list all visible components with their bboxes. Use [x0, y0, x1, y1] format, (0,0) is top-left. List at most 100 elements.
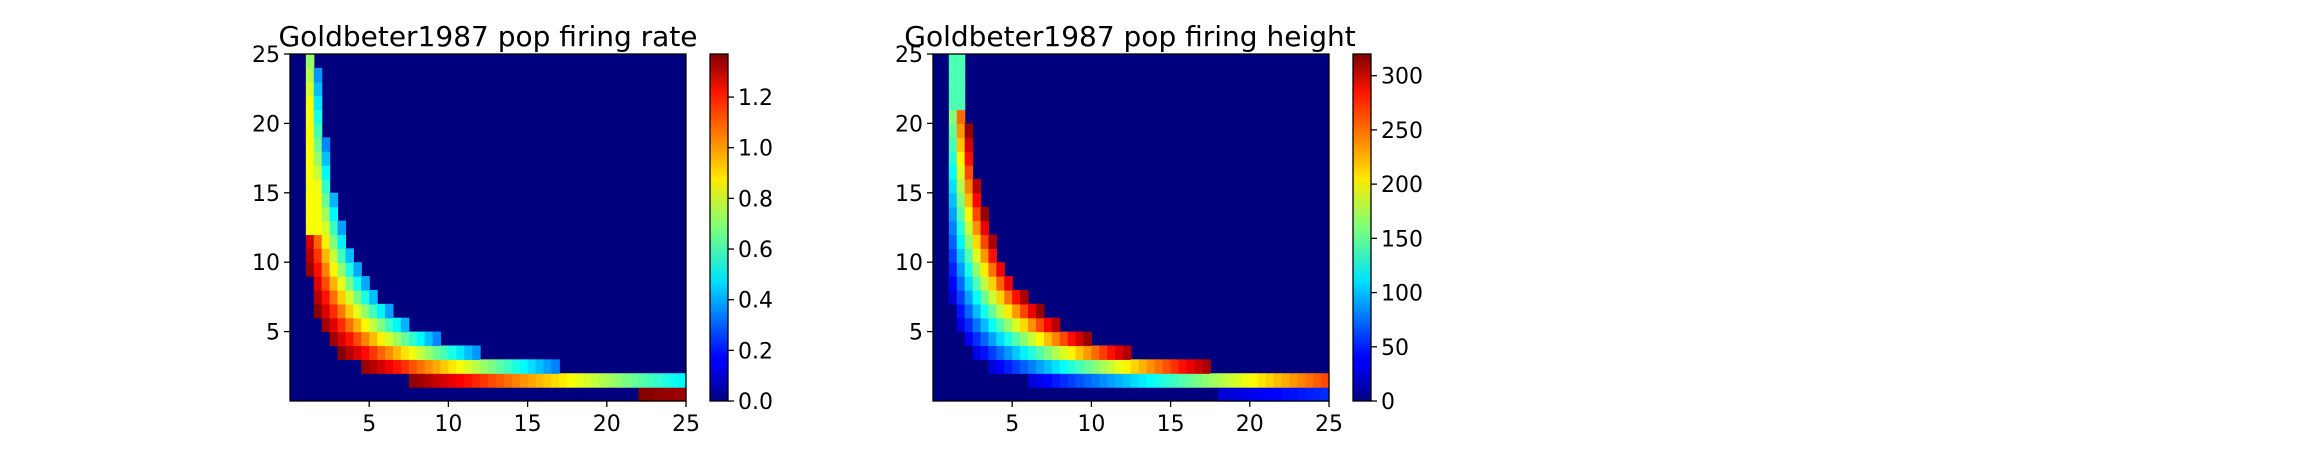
- heatmap-cell: [353, 276, 362, 291]
- heatmap-cell: [1273, 373, 1283, 388]
- heatmap-cell: [369, 303, 378, 319]
- heatmap-cell: [385, 345, 394, 360]
- heatmap-cell: [964, 165, 974, 180]
- heatmap-cell: [948, 276, 958, 291]
- heatmap-cell: [956, 137, 966, 152]
- heatmap-cell: [424, 373, 434, 388]
- heatmap-cell: [1051, 317, 1061, 333]
- heatmap-cell: [1004, 289, 1013, 305]
- heatmap-cell: [988, 248, 997, 263]
- heatmap-cell: [1075, 331, 1085, 347]
- y-tick-label: 25: [895, 43, 923, 68]
- heatmap-cell: [329, 234, 339, 249]
- heatmap-cell: [996, 303, 1005, 319]
- heatmap-cell: [535, 373, 545, 388]
- heatmap-cell: [495, 359, 505, 374]
- heatmap-cell: [321, 303, 331, 319]
- heatmap-cell: [1004, 345, 1013, 360]
- colorbar-tick-label: 200: [1381, 173, 1423, 198]
- x-tick-label: 20: [1236, 412, 1264, 437]
- heatmap-cell: [948, 220, 958, 236]
- heatmap-cell: [972, 276, 982, 291]
- heatmap-cell: [1170, 373, 1180, 388]
- heatmap-cell: [1265, 373, 1275, 388]
- heatmap-cell: [1099, 345, 1108, 360]
- colorbar-tick-label: 250: [1381, 119, 1423, 144]
- heatmap-cell: [972, 345, 982, 360]
- heatmap-cell: [1154, 373, 1164, 388]
- heatmap-cell: [337, 317, 347, 333]
- heatmap-cell: [361, 331, 370, 347]
- heatmap-cell: [329, 192, 339, 208]
- heatmap-cell: [988, 331, 997, 347]
- heatmap-cell: [313, 137, 323, 152]
- heatmap-cell: [1233, 373, 1243, 388]
- heatmap-cell: [313, 165, 323, 180]
- heatmap-cell: [456, 373, 465, 388]
- heatmap-cell: [996, 345, 1005, 360]
- heatmap-cell: [369, 331, 378, 347]
- heatmap-cell: [480, 373, 489, 388]
- heatmap-cell: [980, 289, 990, 305]
- heatmap-cell: [1004, 303, 1013, 319]
- colorbar-gradient: [710, 54, 728, 401]
- heatmap-cell: [305, 67, 315, 83]
- heatmap-cell: [1083, 373, 1092, 388]
- heatmap-cell: [948, 54, 958, 69]
- heatmap-cell: [988, 345, 997, 360]
- heatmap-cell: [956, 276, 966, 291]
- heatmap-cell: [305, 109, 315, 124]
- heatmap-cell: [361, 289, 370, 305]
- heatmap-cell: [400, 359, 410, 374]
- heatmap-cell: [988, 317, 997, 333]
- heatmap-cell: [956, 67, 966, 83]
- y-tick-label: 10: [895, 251, 923, 276]
- heatmap-cell: [408, 373, 418, 388]
- heatmap-cell: [369, 317, 378, 333]
- heatmap-cell: [1020, 359, 1029, 374]
- heatmap-cell: [972, 178, 982, 194]
- heatmap-cell: [361, 359, 370, 374]
- heatmap-cell: [1075, 359, 1085, 374]
- heatmap-cell: [1107, 373, 1116, 388]
- heatmap-cell: [543, 359, 552, 374]
- heatmap-cell: [1028, 303, 1037, 319]
- y-tick-label: 10: [252, 251, 280, 276]
- heatmap-cell: [1035, 317, 1045, 333]
- heatmap-cell: [964, 206, 974, 222]
- heatmap-cell: [948, 262, 958, 277]
- heatmap-cell: [321, 178, 331, 194]
- y-tick-label: 15: [895, 182, 923, 207]
- heatmap-cell: [1281, 387, 1290, 402]
- heatmap-cell: [1004, 359, 1013, 374]
- heatmap-cell: [400, 317, 410, 333]
- heatmap-cell: [448, 359, 457, 374]
- heatmap-cell: [432, 331, 442, 347]
- heatmap-cell: [1028, 345, 1037, 360]
- heatmap-cell: [472, 345, 481, 360]
- heatmap-cell: [345, 303, 354, 319]
- heatmap-cell: [1146, 359, 1156, 374]
- heatmap-cell: [321, 206, 331, 222]
- heatmap-cell: [305, 192, 315, 208]
- heatmap-cell: [1043, 317, 1053, 333]
- heatmap-cell: [1321, 373, 1330, 388]
- chart-panel-2: Goldbeter1987 pop firing height 5 10 15 20 2…: [895, 20, 1423, 437]
- heatmap-cell: [1043, 331, 1053, 347]
- heatmap-cell: [972, 331, 982, 347]
- heatmap-cell: [511, 373, 521, 388]
- y-axis: 5 10 15 20 25: [252, 43, 290, 346]
- x-axis: 5 10 15 20 25: [362, 401, 700, 437]
- heatmap-cell: [305, 137, 315, 152]
- colorbar: 0 50 100 150 200 250 300: [1352, 53, 1423, 415]
- heatmap-cell: [964, 331, 974, 347]
- heatmap-cell: [305, 123, 315, 138]
- heatmap-cell: [1012, 331, 1021, 347]
- heatmap-cell: [1115, 373, 1124, 388]
- heatmap-cell: [1178, 373, 1188, 388]
- heatmap-cell: [551, 359, 560, 374]
- colorbar-tick-label: 0.0: [738, 390, 773, 415]
- heatmap-cell: [1012, 317, 1021, 333]
- heatmap-cell: [1051, 373, 1061, 388]
- heatmap-cell: [329, 317, 339, 333]
